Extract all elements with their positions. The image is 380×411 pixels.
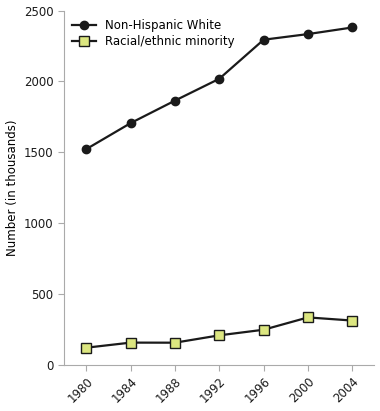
Non-Hispanic White <box>217 76 222 81</box>
Racial/ethnic minority <box>261 327 266 332</box>
Racial/ethnic minority <box>306 315 310 320</box>
Non-Hispanic White <box>84 147 89 152</box>
Racial/ethnic minority <box>350 318 355 323</box>
Y-axis label: Number (in thousands): Number (in thousands) <box>6 119 19 256</box>
Legend: Non-Hispanic White, Racial/ethnic minority: Non-Hispanic White, Racial/ethnic minori… <box>70 16 238 51</box>
Racial/ethnic minority <box>217 333 222 338</box>
Line: Racial/ethnic minority: Racial/ethnic minority <box>81 312 357 353</box>
Non-Hispanic White <box>261 37 266 42</box>
Non-Hispanic White <box>350 25 355 30</box>
Racial/ethnic minority <box>128 340 133 345</box>
Racial/ethnic minority <box>173 340 177 345</box>
Racial/ethnic minority <box>84 345 89 350</box>
Non-Hispanic White <box>173 98 177 103</box>
Line: Non-Hispanic White: Non-Hispanic White <box>82 23 356 153</box>
Non-Hispanic White <box>128 120 133 125</box>
Non-Hispanic White <box>306 32 310 37</box>
